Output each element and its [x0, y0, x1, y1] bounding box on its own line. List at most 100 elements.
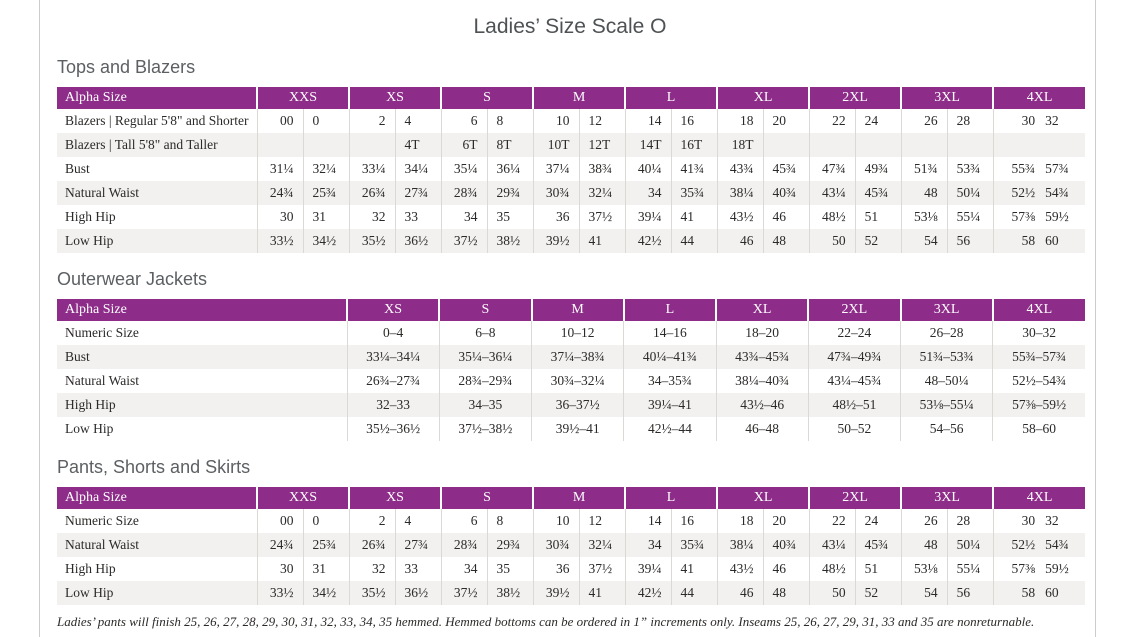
alpha-size-header: Alpha Size: [57, 87, 257, 109]
row-label: Low Hip: [65, 421, 114, 436]
measurement-cell: 30: [992, 109, 1040, 133]
measurement-cell: 39½: [532, 581, 580, 605]
page-border-left-line: [39, 0, 40, 637]
size-column-header: L: [624, 487, 718, 509]
measurement-cell: 42½–44: [623, 417, 716, 441]
measurement-cell: 50¼: [946, 181, 994, 205]
table-row: Low Hip 35½–36½ 37½–38½ 39½–41 42½–44 46–48 50…: [57, 417, 1085, 441]
row-label: Bust: [65, 349, 90, 364]
measurement-cell: 00: [256, 509, 303, 533]
measurement-cell: 54: [900, 229, 948, 253]
measurement-cell: [900, 133, 948, 157]
measurement-cell: 41: [670, 205, 718, 229]
measurement-cell: 49¾: [854, 157, 902, 181]
measurement-cell: 43¼: [808, 533, 856, 557]
measurement-cell: 57⅜: [992, 557, 1040, 581]
measurement-cell: 34–35¾: [623, 369, 716, 393]
measurement-cell: 58–60: [992, 417, 1085, 441]
measurement-cell: 38¾: [578, 157, 626, 181]
measurement-cell: 35: [486, 557, 534, 581]
measurement-cell: 14T: [624, 133, 672, 157]
measurement-cell: 36½: [394, 229, 442, 253]
measurement-cell: [762, 133, 810, 157]
measurement-cell: 25¾: [302, 533, 350, 557]
measurement-cell: 47¾: [808, 157, 856, 181]
section-pants-shorts-skirts: Pants, Shorts and Skirts Alpha Size XXS XS…: [57, 456, 1086, 605]
measurement-cell: 35½: [348, 581, 396, 605]
size-column-header: XXS: [255, 487, 350, 509]
measurement-cell: 50: [808, 581, 856, 605]
measurement-cell: 4T: [394, 133, 442, 157]
measurement-cell: 48½–51: [807, 393, 901, 417]
measurement-cell: 53⅛–55¼: [899, 393, 993, 417]
measurement-cell: 30: [992, 509, 1040, 533]
footnote: Ladies’ pants will finish 25, 26, 27, 28…: [57, 614, 1035, 629]
measurement-cell: 14–16: [623, 321, 716, 345]
measurement-cell: 47¾–49¾: [807, 345, 901, 369]
measurement-cell: 31: [302, 205, 350, 229]
outerwear-jackets-table: Alpha Size XS S M L XL 2XL 3XL 4XL Numeric Size 0–…: [57, 299, 1085, 441]
measurement-cell: 24¾: [256, 181, 303, 205]
measurement-cell: 37½: [440, 229, 488, 253]
measurement-cell: 48: [762, 581, 810, 605]
measurement-cell: 39¼: [624, 205, 672, 229]
measurement-cell: 22: [808, 509, 856, 533]
table-row: Natural Waist 26¾–27¾ 28¾–29¾ 30¾–32¼ 34–35¾…: [57, 369, 1085, 393]
measurement-cell: 10T: [532, 133, 580, 157]
measurement-cell: 55¾–57¾: [992, 345, 1085, 369]
measurement-cell: 28: [946, 509, 994, 533]
measurement-cell: 53⅛: [900, 557, 948, 581]
measurement-cell: 00: [256, 109, 303, 133]
measurement-cell: 12T: [578, 133, 626, 157]
measurement-cell: 20: [762, 109, 810, 133]
measurement-cell: 32¼: [578, 533, 626, 557]
measurement-cell: 26: [900, 109, 948, 133]
measurement-cell: 22: [808, 109, 856, 133]
measurement-cell: [808, 133, 856, 157]
measurement-cell: 30¾: [532, 533, 580, 557]
measurement-cell: 28¾–29¾: [438, 369, 532, 393]
table-row: Bust 31¼ 32¼ 33¼ 34¼ 35¼ 36¼ 37¼ 38¾ 40¼ 41¾ 43¾ 45¾…: [57, 157, 1085, 181]
measurement-cell: 39½–41: [530, 417, 624, 441]
measurement-cell: 0: [302, 509, 350, 533]
measurement-cell: 52½–54¾: [992, 369, 1085, 393]
measurement-cell: 51: [854, 205, 902, 229]
tops-and-blazers-table: Alpha Size XXS XS S M L XL 2XL 3XL 4XL Blazers | R…: [57, 87, 1086, 253]
measurement-cell: 38¼–40¾: [715, 369, 809, 393]
section-heading-tops-and-blazers: Tops and Blazers: [57, 57, 196, 77]
measurement-cell: 48½: [808, 205, 856, 229]
measurement-cell: 35¾: [670, 533, 718, 557]
measurement-cell: 4: [394, 109, 442, 133]
measurement-cell: 43½: [716, 557, 764, 581]
measurement-cell: 52½: [992, 181, 1040, 205]
measurement-cell: 33½: [256, 229, 303, 253]
measurement-cell: 57¾: [1045, 161, 1069, 176]
measurement-cell: 8: [486, 109, 534, 133]
measurement-cell: 6: [440, 109, 488, 133]
measurement-cell: 48½: [808, 557, 856, 581]
measurement-cell: 38½: [486, 229, 534, 253]
table-row: Numeric Size 00 0 2 4 6 8 10 12 14 16 18 20 22 24 26 28 3…: [57, 509, 1085, 533]
measurement-cell: 4: [394, 509, 442, 533]
measurement-cell: 40¾: [762, 533, 810, 557]
table-row: Numeric Size 0–4 6–8 10–12 14–16 18–20 22–24 26…: [57, 321, 1085, 345]
measurement-cell: 34¼: [394, 157, 442, 181]
row-label: Natural Waist: [65, 537, 140, 552]
measurement-cell: 37½: [578, 557, 626, 581]
row-label: Low Hip: [65, 233, 114, 248]
measurement-cell: 46: [762, 205, 810, 229]
measurement-cell: 51¾: [900, 157, 948, 181]
measurement-cell: 46: [716, 581, 764, 605]
row-label: High Hip: [65, 561, 116, 576]
size-column-header: XS: [348, 487, 442, 509]
measurement-cell: 55¼: [946, 557, 994, 581]
measurement-cell: 32: [1045, 113, 1059, 128]
measurement-cell: 34: [624, 533, 672, 557]
measurement-cell: 6T: [440, 133, 488, 157]
size-column-header: XL: [716, 487, 810, 509]
measurement-cell: 24¾: [256, 533, 303, 557]
measurement-cell: 48: [900, 181, 948, 205]
page-title: Ladies’ Size Scale O: [473, 15, 667, 38]
measurement-cell: 43½: [716, 205, 764, 229]
measurement-cell: 31¼: [256, 157, 303, 181]
